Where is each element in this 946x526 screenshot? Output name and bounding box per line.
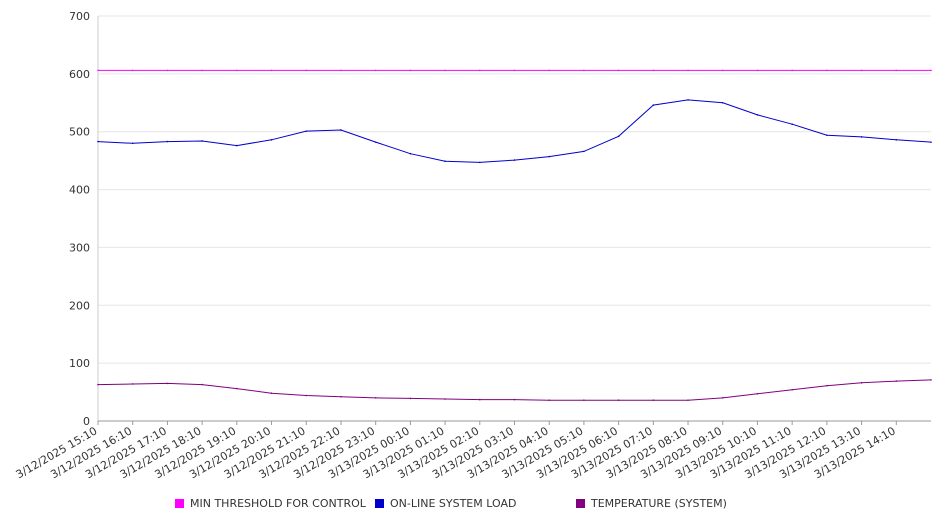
series-0-point <box>895 69 898 72</box>
series-1-point <box>791 123 793 125</box>
legend-swatch <box>175 499 184 508</box>
y-tick-label: 400 <box>69 184 90 197</box>
legend-label: ON-LINE SYSTEM LOAD <box>390 497 517 510</box>
y-tick-label: 200 <box>69 299 90 312</box>
series-2-point <box>930 379 932 381</box>
series-2-point <box>791 388 793 391</box>
series-2-point <box>617 399 620 401</box>
series-0-point <box>374 69 377 72</box>
series-0-point <box>305 69 308 72</box>
series-1-point <box>860 136 863 138</box>
series-2-point <box>721 397 724 399</box>
series-2-point <box>478 398 481 401</box>
legend-item: MIN THRESHOLD FOR CONTROL <box>175 497 366 510</box>
series-0-point <box>791 69 793 72</box>
series-0-point <box>548 69 551 72</box>
series-2-point <box>374 397 377 399</box>
series-1-point <box>478 161 481 164</box>
series-2-point <box>340 395 342 398</box>
series-2-point <box>236 387 238 390</box>
series-1-point <box>374 141 377 143</box>
series-0-point <box>617 69 620 72</box>
series-2-point <box>166 382 169 385</box>
series-1-point <box>687 99 689 101</box>
series-0-point <box>340 69 342 72</box>
series-0-point <box>687 69 689 72</box>
series-2-point <box>687 399 689 401</box>
series-2-point <box>409 397 412 400</box>
series-2-point <box>548 399 551 401</box>
series-1-point <box>756 114 759 116</box>
legend-swatch <box>576 499 585 508</box>
series-0-point <box>201 69 203 72</box>
series-0-point <box>860 69 863 72</box>
series-0-point <box>756 69 759 72</box>
series-2-point <box>583 399 585 401</box>
series-0-point <box>166 69 169 72</box>
series-1-point <box>548 155 551 158</box>
series-0-point <box>583 69 585 72</box>
series-1-point <box>270 139 273 141</box>
series-1-point <box>513 159 516 161</box>
series-0-point <box>270 69 273 72</box>
series-1-point <box>652 104 655 106</box>
y-tick-label: 600 <box>69 68 90 81</box>
series-0-point <box>513 69 516 72</box>
series-0-point <box>930 69 932 72</box>
series-2-point <box>652 399 655 401</box>
series-2-point <box>201 383 203 386</box>
series-1-point <box>409 152 412 155</box>
series-0-point <box>444 69 446 72</box>
series-2-point <box>131 383 134 385</box>
series-1-point <box>895 139 898 141</box>
y-tick-label: 0 <box>83 415 90 428</box>
series-1-point <box>305 130 308 132</box>
series-0-point <box>826 69 828 72</box>
legend-item: TEMPERATURE (SYSTEM) <box>576 497 727 510</box>
series-2-point <box>895 380 898 382</box>
series-1-point <box>583 150 585 153</box>
series-2-point <box>860 382 863 384</box>
chart-legend: MIN THRESHOLD FOR CONTROL ON-LINE SYSTEM … <box>0 497 946 515</box>
series-1-point <box>617 135 620 138</box>
series-1-point <box>97 140 99 143</box>
series-2-point <box>97 383 99 386</box>
series-2-point <box>305 394 308 397</box>
series-0-point <box>478 69 481 72</box>
y-tick-label: 700 <box>69 10 90 23</box>
series-0-point <box>721 69 724 72</box>
y-tick-label: 100 <box>69 357 90 370</box>
y-tick-label: 500 <box>69 126 90 139</box>
series-1-point <box>236 144 238 147</box>
series-0-point <box>97 69 99 72</box>
series-2-point <box>826 384 828 387</box>
series-1-point <box>131 142 134 145</box>
legend-label: TEMPERATURE (SYSTEM) <box>591 497 727 510</box>
y-tick-label: 300 <box>69 241 90 254</box>
series-1-point <box>930 141 932 143</box>
legend-label: MIN THRESHOLD FOR CONTROL <box>190 497 366 510</box>
series-2-point <box>270 392 273 395</box>
legend-item: ON-LINE SYSTEM LOAD <box>375 497 516 510</box>
series-1-point <box>444 160 446 163</box>
series-0-point <box>652 69 655 72</box>
series-1-point <box>721 101 724 104</box>
legend-swatch <box>375 499 384 508</box>
series-1-point <box>340 129 342 131</box>
series-1-point <box>201 140 203 142</box>
series-line-1 <box>97 99 932 163</box>
series-2-point <box>513 398 516 401</box>
series-1-point <box>166 140 169 143</box>
series-2-point <box>756 393 759 395</box>
series-2-point <box>444 398 446 400</box>
series-1-point <box>826 134 828 136</box>
series-0-point <box>409 69 412 72</box>
series-0-point <box>131 69 134 72</box>
series-0-point <box>236 69 238 72</box>
series-line-2 <box>97 379 932 401</box>
